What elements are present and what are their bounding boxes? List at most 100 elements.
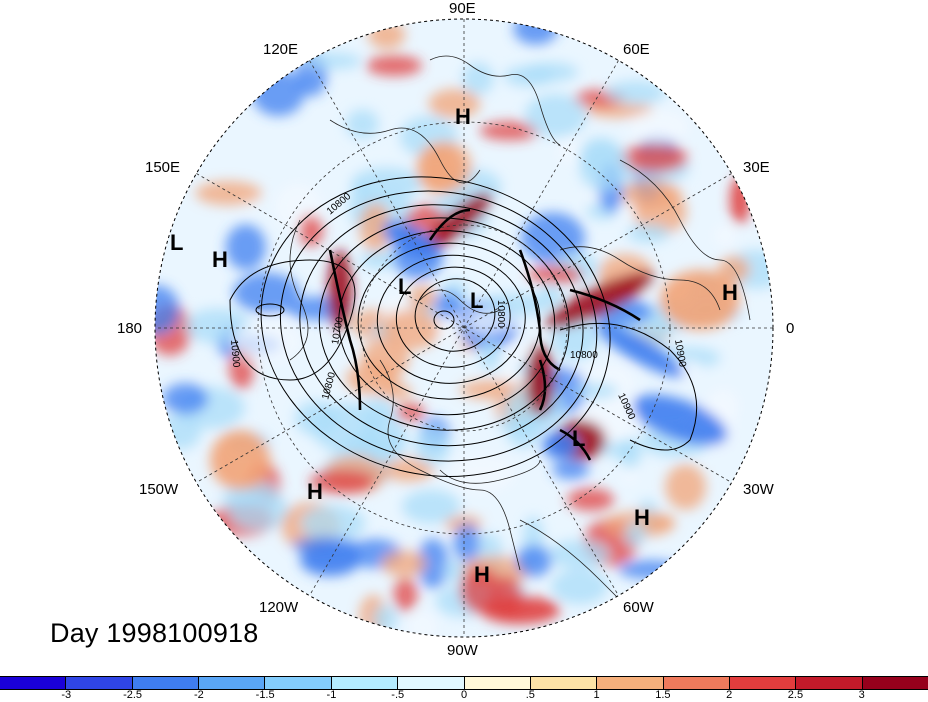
- anomaly-patch: [395, 403, 426, 422]
- high-pressure-label: H: [474, 562, 490, 587]
- coastlines: [289, 55, 751, 621]
- high-pressure-label: H: [212, 247, 228, 272]
- colorbar-segment: [862, 677, 928, 689]
- colorbar-tick-label: .5: [525, 689, 535, 701]
- anomaly-patch: [372, 605, 398, 633]
- colorbar-segment: [597, 677, 664, 689]
- day-title: Day 1998100918: [50, 618, 259, 648]
- colorbar-tick-label: 1: [593, 689, 600, 701]
- height-contour: [433, 310, 455, 330]
- height-contour: [229, 259, 356, 381]
- height-contour: [357, 242, 541, 400]
- anomaly-patch: [443, 559, 465, 583]
- colorbar-segment: [265, 677, 332, 689]
- meridian-line: [196, 173, 732, 483]
- anomaly-patch: [414, 426, 450, 466]
- colorbar-tick-label: -2: [193, 689, 204, 701]
- colorbar-segment: [530, 677, 598, 689]
- anomaly-patch: [527, 265, 583, 284]
- anomaly-patch: [665, 464, 707, 510]
- anomaly-patch: [618, 438, 642, 469]
- anomaly-patch: [547, 540, 610, 569]
- anomaly-patch: [228, 493, 291, 531]
- anomaly-patch: [381, 550, 427, 577]
- high-pressure-label: H: [455, 104, 471, 129]
- latitude-circle: [257, 121, 671, 535]
- anomaly-patch: [302, 52, 362, 70]
- anomaly-patch: [706, 388, 740, 424]
- lon-label-30w: 30W: [743, 481, 774, 498]
- anomaly-patch: [251, 70, 305, 117]
- anomaly-patch: [232, 320, 302, 364]
- anomaly-patch: [393, 577, 418, 612]
- anomaly-feature: [730, 176, 750, 224]
- anomaly-feature: [596, 322, 684, 378]
- lon-label-0: 0: [786, 320, 795, 337]
- lon-label-60w: 60W: [623, 599, 654, 616]
- anomaly-patch: [624, 521, 646, 547]
- height-contour: [260, 176, 611, 477]
- colorbar-tick-label: -3: [61, 689, 72, 701]
- coastline: [559, 246, 721, 311]
- anomaly-patch: [233, 272, 300, 313]
- anomaly-feature: [542, 431, 578, 459]
- colorbar-tick-label: -2.5: [123, 689, 143, 701]
- lon-label-120w: 120W: [259, 599, 299, 616]
- high-pressure-label: H: [722, 280, 738, 305]
- contour-label: 10800: [570, 350, 598, 361]
- colorbar-segment: [796, 677, 863, 689]
- colorbar-segment: [729, 677, 797, 689]
- colorbar-segment: [331, 677, 399, 689]
- colorbar-segment: [132, 677, 200, 689]
- anomaly-patch: [384, 458, 434, 482]
- colorbar: [0, 676, 928, 690]
- colorbar-segment: [398, 677, 465, 689]
- anomaly-patch: [712, 224, 738, 248]
- jet-contours: [328, 208, 641, 461]
- height-contour: [395, 266, 511, 368]
- colorbar-tick-label: 2.5: [787, 689, 804, 701]
- jet-contour: [328, 249, 362, 411]
- colorbar-tick-label: 3: [858, 689, 865, 701]
- anomaly-patch: [466, 309, 515, 335]
- height-contour: [318, 217, 570, 431]
- coastline: [379, 359, 521, 571]
- anomaly-patch: [552, 459, 590, 480]
- anomaly-patch: [417, 538, 449, 589]
- height-contour: [299, 204, 584, 447]
- anomaly-patch: [359, 202, 392, 252]
- coastline: [289, 219, 309, 361]
- colorbar-tick-label: 2: [726, 689, 733, 701]
- anomaly-feature: [526, 344, 554, 416]
- map-border: [154, 18, 774, 638]
- colorbar-tick-label: 1.5: [655, 689, 671, 701]
- anomaly-patch: [620, 143, 688, 173]
- anomaly-patch: [309, 470, 375, 494]
- lon-label-30e: 30E: [743, 159, 770, 176]
- low-pressure-label: L: [572, 426, 585, 451]
- anomaly-patch: [626, 223, 670, 243]
- low-pressure-label: L: [470, 288, 483, 313]
- anomaly-patch: [162, 383, 209, 415]
- anomaly-patch: [497, 415, 552, 432]
- anomaly-patch: [407, 611, 438, 637]
- contour-label: 10700: [330, 316, 346, 346]
- anomaly-patch: [366, 55, 423, 77]
- anomaly-patch: [521, 212, 585, 265]
- anomaly-patch: [551, 316, 599, 360]
- anomaly-patch: [567, 488, 615, 512]
- anomaly-patch: [453, 523, 481, 563]
- lon-label-90w: 90W: [447, 642, 478, 659]
- colorbar-segment: [0, 677, 67, 689]
- colorbar-tick-label: -1: [326, 689, 337, 701]
- anomaly-patch: [416, 142, 462, 194]
- lon-label-90e: 90E: [449, 0, 476, 17]
- colorbar-segment: [663, 677, 730, 689]
- anomaly-feature: [210, 430, 270, 490]
- lon-label-60e: 60E: [623, 41, 650, 58]
- high-pressure-label: H: [634, 505, 650, 530]
- pressure-centers: H L H L L H L H H H: [170, 104, 738, 587]
- anomaly-feature: [660, 270, 740, 330]
- jet-contour: [538, 359, 547, 411]
